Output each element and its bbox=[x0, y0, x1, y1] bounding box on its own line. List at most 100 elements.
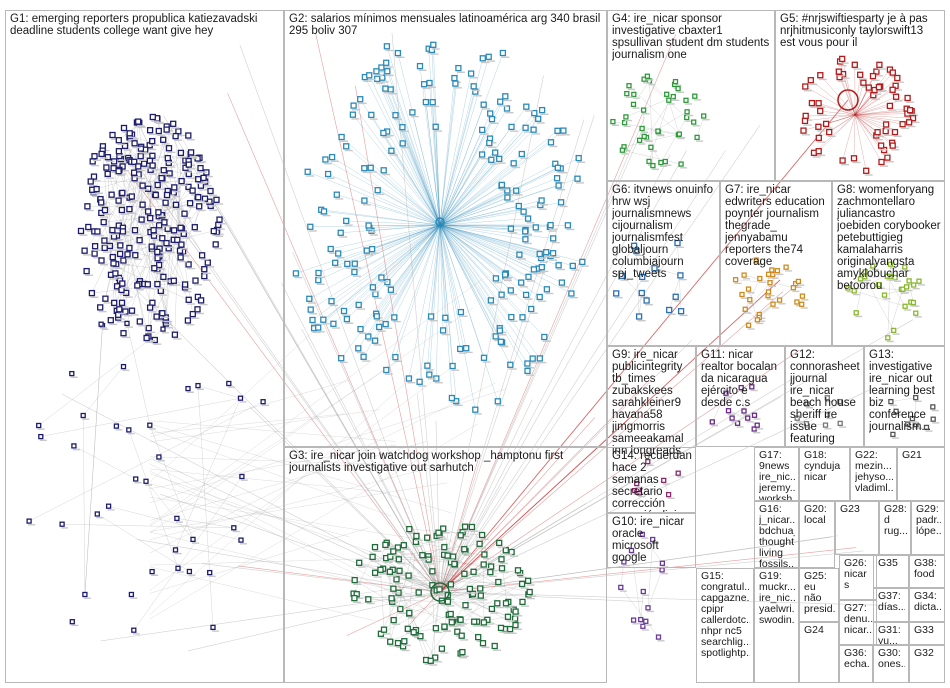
graph-node bbox=[837, 398, 843, 405]
graph-edge bbox=[439, 177, 558, 226]
graph-node bbox=[732, 277, 739, 283]
node-label-mark bbox=[335, 198, 344, 200]
node-label-mark bbox=[103, 251, 112, 253]
graph-node bbox=[913, 394, 919, 401]
graph-node bbox=[109, 226, 116, 234]
node-label-mark bbox=[117, 173, 126, 175]
graph-node bbox=[494, 398, 501, 405]
node-label-mark bbox=[674, 300, 683, 302]
graph-node bbox=[136, 318, 143, 325]
graph-node bbox=[765, 289, 772, 295]
graph-edge bbox=[439, 224, 506, 275]
node-label-mark bbox=[557, 268, 566, 271]
graph-node bbox=[906, 278, 912, 284]
node-label-mark bbox=[817, 154, 826, 157]
graph-edge bbox=[402, 127, 441, 226]
graph-node bbox=[160, 273, 167, 281]
graph-node bbox=[678, 161, 684, 167]
group-panel-g14: G14: recuerdan hace 2 semanas secretario… bbox=[607, 447, 696, 513]
graph-edge bbox=[465, 583, 523, 606]
graph-node bbox=[120, 330, 127, 337]
node-label-mark bbox=[183, 288, 192, 290]
graph-node bbox=[701, 113, 707, 119]
node-label-mark bbox=[95, 235, 104, 237]
node-label-mark bbox=[161, 143, 170, 145]
graph-node bbox=[172, 132, 179, 140]
graph-node bbox=[800, 127, 807, 134]
graph-node bbox=[547, 139, 555, 146]
graph-edge bbox=[432, 102, 441, 226]
node-label-mark bbox=[449, 617, 458, 619]
graph-edge bbox=[309, 224, 441, 300]
graph-edge bbox=[377, 190, 441, 226]
node-label-mark bbox=[209, 194, 217, 196]
graph-node bbox=[356, 559, 363, 566]
graph-node bbox=[337, 229, 344, 236]
graph-node bbox=[393, 576, 400, 583]
graph-node bbox=[357, 96, 364, 103]
graph-edge bbox=[696, 115, 704, 138]
node-label-mark bbox=[809, 83, 818, 86]
node-label-mark bbox=[495, 606, 504, 609]
node-label-mark bbox=[837, 75, 846, 77]
node-label-mark bbox=[202, 181, 211, 183]
graph-edge bbox=[386, 46, 441, 226]
graph-node bbox=[538, 264, 545, 271]
graph-node bbox=[109, 253, 116, 261]
graph-node bbox=[639, 273, 646, 281]
graph-node bbox=[26, 518, 32, 524]
node-label-mark bbox=[646, 464, 654, 466]
graph-edge bbox=[842, 114, 856, 161]
node-label-mark bbox=[874, 75, 883, 77]
graph-edge bbox=[439, 130, 558, 226]
graph-node bbox=[507, 361, 514, 368]
node-label-mark bbox=[642, 113, 650, 115]
graph-node bbox=[568, 290, 575, 297]
node-label-mark bbox=[164, 206, 173, 208]
node-label-mark bbox=[876, 135, 885, 138]
node-label-mark bbox=[643, 82, 651, 84]
node-label-mark bbox=[624, 119, 632, 122]
graph-node bbox=[212, 241, 219, 248]
graph-node bbox=[351, 260, 358, 267]
graph-node bbox=[146, 127, 154, 134]
node-label-mark bbox=[179, 248, 188, 250]
node-label-mark bbox=[453, 87, 462, 89]
graph-node bbox=[77, 227, 85, 235]
node-label-mark bbox=[202, 272, 211, 275]
node-label-mark bbox=[109, 278, 118, 280]
node-label-mark bbox=[727, 413, 735, 416]
graph-edge bbox=[854, 290, 906, 307]
graph-edge bbox=[149, 428, 393, 517]
node-label-mark bbox=[145, 341, 154, 343]
graph-node bbox=[165, 145, 173, 152]
graph-node bbox=[630, 242, 638, 249]
graph-edge bbox=[439, 224, 446, 318]
node-label-mark bbox=[622, 564, 630, 567]
node-label-mark bbox=[384, 561, 393, 563]
group-panel-g17: G17: 9news ire_nic... jeremy... worksh..… bbox=[754, 447, 799, 501]
node-layer bbox=[26, 41, 940, 666]
graph-node bbox=[485, 53, 492, 60]
node-label-mark bbox=[130, 597, 138, 599]
graph-edge bbox=[810, 80, 856, 116]
graph-node bbox=[394, 639, 402, 647]
graph-node bbox=[655, 634, 662, 640]
graph-node bbox=[448, 394, 456, 402]
node-label-mark bbox=[497, 162, 506, 164]
graph-edge bbox=[385, 224, 441, 325]
graph-node bbox=[476, 540, 483, 547]
graph-node bbox=[144, 208, 152, 215]
group-panel-g33: G33 bbox=[909, 622, 945, 645]
graph-edge bbox=[149, 483, 350, 538]
graph-node bbox=[723, 390, 729, 396]
graph-node bbox=[355, 301, 362, 309]
graph-node bbox=[479, 640, 487, 647]
node-label-mark bbox=[886, 279, 894, 281]
graph-node bbox=[83, 267, 90, 275]
node-label-mark bbox=[391, 554, 400, 557]
node-label-mark bbox=[95, 192, 104, 194]
node-label-mark bbox=[435, 593, 444, 596]
graph-node bbox=[749, 384, 755, 390]
node-label-mark bbox=[702, 119, 710, 121]
